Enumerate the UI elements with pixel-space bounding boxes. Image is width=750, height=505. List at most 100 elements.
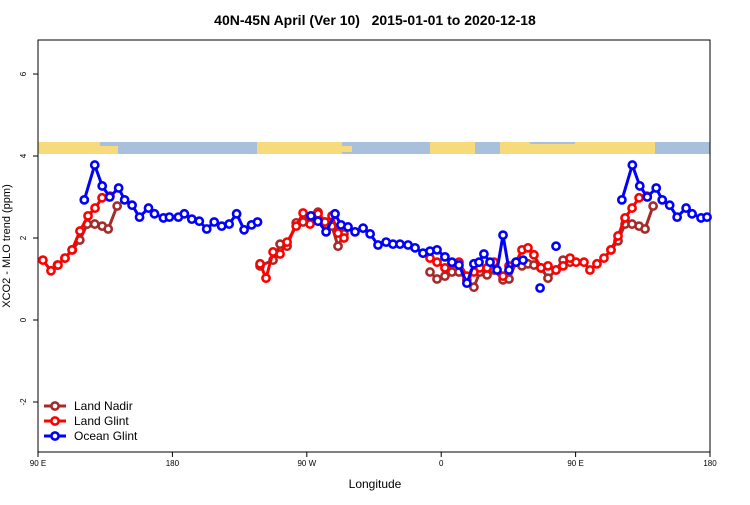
strip-land xyxy=(575,142,655,154)
point xyxy=(255,258,265,269)
x-tick-label: 0 xyxy=(439,459,444,468)
point xyxy=(350,226,360,237)
point xyxy=(209,217,220,227)
x-tick-label: 180 xyxy=(703,459,717,468)
strip-land xyxy=(100,146,118,154)
point xyxy=(104,192,115,202)
point xyxy=(687,208,697,219)
point xyxy=(149,208,160,219)
y-tick-label: 6 xyxy=(19,71,28,76)
point xyxy=(664,200,675,211)
x-tick-label: 90 W xyxy=(297,459,316,468)
point xyxy=(89,219,100,229)
legend-marker xyxy=(50,431,60,441)
point xyxy=(261,273,271,284)
point xyxy=(454,260,464,270)
point xyxy=(469,282,479,293)
point xyxy=(616,194,627,205)
point xyxy=(186,214,197,225)
point xyxy=(504,265,514,275)
strip-land xyxy=(342,146,352,152)
point xyxy=(651,183,662,193)
point xyxy=(498,230,508,241)
point xyxy=(321,226,331,237)
point xyxy=(282,237,292,248)
point xyxy=(518,255,528,266)
point xyxy=(90,203,100,213)
y-axis-label: XCO2 - MLO trend (ppm) xyxy=(1,184,13,307)
strip-land xyxy=(38,142,100,154)
point xyxy=(38,255,48,266)
point xyxy=(492,265,502,275)
point xyxy=(291,221,302,232)
legend-label: Ocean Glint xyxy=(74,429,138,443)
point xyxy=(79,194,90,205)
point xyxy=(343,222,353,232)
point xyxy=(127,200,137,211)
plot-frame xyxy=(37,39,711,453)
point xyxy=(627,160,638,170)
point xyxy=(613,231,623,241)
point xyxy=(298,208,308,218)
point xyxy=(143,203,154,213)
x-tick-label: 180 xyxy=(166,459,180,468)
point xyxy=(201,224,212,234)
point xyxy=(440,263,450,273)
point xyxy=(97,192,107,203)
point xyxy=(60,253,70,263)
x-tick-label: 90 E xyxy=(567,459,583,468)
point xyxy=(529,249,539,260)
point xyxy=(592,258,602,269)
point xyxy=(67,244,77,255)
point xyxy=(657,194,668,205)
point xyxy=(648,201,659,211)
point xyxy=(474,257,484,268)
point xyxy=(306,210,316,221)
strip-land xyxy=(500,142,530,154)
point xyxy=(702,212,712,222)
point xyxy=(461,278,472,289)
point xyxy=(305,219,315,229)
strip-land xyxy=(257,142,342,154)
strip-land xyxy=(430,142,475,154)
point xyxy=(231,208,242,219)
point xyxy=(642,192,653,202)
point xyxy=(97,181,108,191)
point xyxy=(640,224,650,234)
legend-label: Land Nadir xyxy=(74,399,133,413)
point xyxy=(571,257,581,268)
point xyxy=(599,253,609,263)
point xyxy=(535,283,545,293)
point xyxy=(432,244,442,255)
point xyxy=(543,260,553,271)
point xyxy=(112,201,123,211)
point xyxy=(681,203,692,213)
point xyxy=(365,229,376,239)
y-tick-label: 2 xyxy=(19,235,28,240)
point xyxy=(523,242,533,253)
chart-title: 40N-45N April (Ver 10) 2015-01-01 to 202… xyxy=(214,12,536,28)
point xyxy=(313,216,323,227)
point xyxy=(543,273,553,284)
point xyxy=(83,210,93,221)
point xyxy=(216,221,227,232)
point xyxy=(585,265,595,275)
point xyxy=(239,224,249,235)
y-tick-label: 4 xyxy=(19,153,28,158)
point xyxy=(498,271,508,282)
point xyxy=(440,251,450,262)
point xyxy=(634,192,644,203)
point xyxy=(275,249,285,259)
point xyxy=(551,241,561,252)
point xyxy=(634,181,645,191)
point xyxy=(606,244,616,255)
point xyxy=(358,223,368,234)
point xyxy=(46,265,56,276)
point xyxy=(373,240,383,250)
point xyxy=(579,257,589,268)
point xyxy=(425,267,435,277)
legend-label: Land Glint xyxy=(74,414,129,428)
y-tick-label: -2 xyxy=(19,398,28,406)
point xyxy=(224,219,235,229)
